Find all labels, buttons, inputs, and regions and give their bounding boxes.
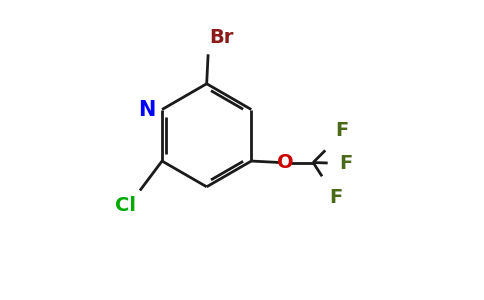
Text: O: O <box>277 153 293 172</box>
Text: Cl: Cl <box>115 196 136 215</box>
Text: Br: Br <box>210 28 234 47</box>
Text: F: F <box>335 122 348 140</box>
Text: F: F <box>340 154 353 173</box>
Text: N: N <box>138 100 155 119</box>
Text: F: F <box>329 188 343 206</box>
